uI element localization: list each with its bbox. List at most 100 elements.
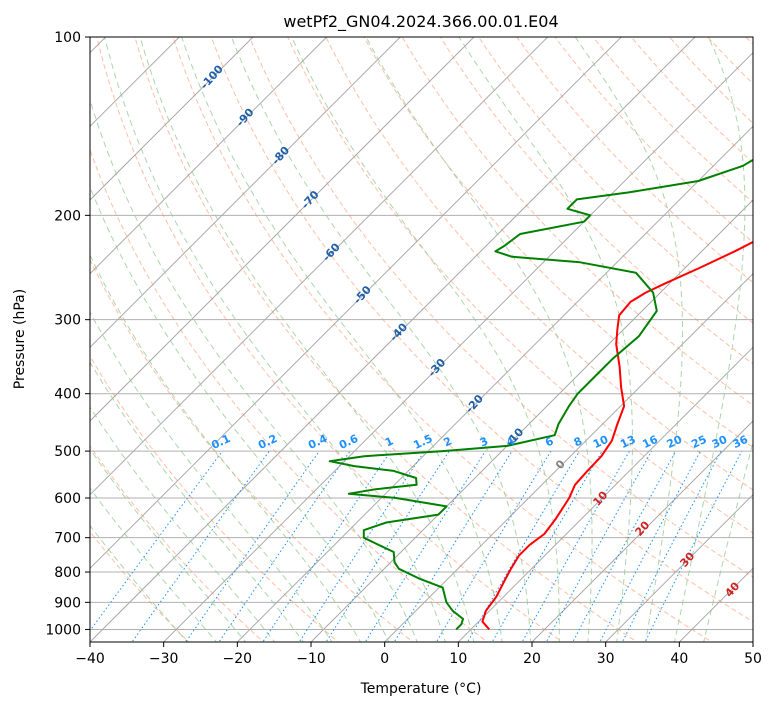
moist-adiabat-label: 10 [590,488,610,508]
isotherm-line [604,493,753,642]
mixing-ratio-label: 0.2 [256,432,279,452]
moist-adiabat-line [90,361,305,642]
moist-adiabat-label: 20 [632,518,652,538]
x-tick-label: −40 [75,651,105,667]
moist-adiabat-line [90,524,188,642]
moist-adiabat-line [181,37,503,642]
isotherm-line [90,37,402,349]
moist-adiabat-line [139,37,475,642]
dry-adiabat-line [134,37,638,642]
dry-adiabat-line [287,37,753,534]
moist-adiabat-line [90,98,418,642]
mixing-ratio-label: 16 [640,433,660,451]
mixing-ratio-label: 20 [665,433,685,451]
moist-adiabat-line [90,406,276,642]
x-tick-label: −10 [296,651,326,667]
isotherm-line [752,641,753,642]
mixing-ratio-line [218,450,351,642]
dry-adiabat-line [771,24,775,645]
mixing-ratio-label: 0.1 [209,432,232,452]
dry-adiabat-label: -20 [463,392,486,416]
mixing-ratio-line [599,450,701,642]
dry-adiabat-line [90,445,265,642]
x-tick-label: 0 [380,651,389,667]
dry-adiabat-line [90,531,190,642]
dry-adiabat-line [172,37,713,642]
isotherm-line [90,37,181,128]
y-tick-label: 900 [54,595,81,611]
plot-area [90,24,775,645]
mixing-ratio-line [644,450,743,642]
moist-adiabat-line [90,311,333,642]
moist-adiabat-line [365,37,593,642]
dry-adiabat-line [592,37,753,203]
x-tick-label: 50 [744,651,762,667]
mixing-ratio-label: 10 [591,433,611,451]
chart-title: wetPf2_GN04.2024.366.00.01.E04 [283,12,558,32]
isotherm-line [90,37,623,570]
x-tick-label: 30 [597,651,615,667]
mixing-ratio-label: 1 [383,434,395,449]
dewpoint-trace [328,158,753,631]
dry-adiabat-line [90,148,489,642]
isotherm-line [457,346,753,642]
y-tick-label: 600 [54,491,81,507]
dry-adiabat-line [363,37,753,448]
mixing-ratio-label: 13 [618,433,637,451]
moist-adiabat-line [703,440,753,642]
mixing-ratio-label: 30 [710,433,730,451]
isotherm-line [236,125,753,642]
dry-adiabat-line [439,37,753,365]
dry-adiabat-line [707,37,753,85]
mixing-ratio-line [185,450,320,642]
moist-adiabat-line [90,487,218,642]
moist-adiabat-line [574,37,683,642]
mixing-ratio-line [131,450,270,642]
dry-adiabat-label: -100 [198,62,226,91]
mixing-ratio-line [572,450,677,642]
y-tick-label: 800 [54,565,81,581]
y-tick-label: 700 [54,531,81,547]
dry-adiabat-line [516,37,753,284]
dry-adiabat-label: -60 [320,240,343,264]
isotherm-line [90,37,475,422]
mixing-ratio-label: 8 [572,434,584,449]
y-axis-label: Pressure (hPa) [12,289,28,389]
moist-adiabat-line [90,253,362,642]
plot-frame [89,36,754,643]
y-tick-label: 500 [54,444,81,460]
mixing-ratio-label: 0.4 [306,432,329,452]
dry-adiabat-line [90,258,414,642]
dry-adiabat-line [401,37,753,406]
x-tick-label: 40 [670,651,688,667]
mixing-ratio-label: 25 [689,433,708,451]
mixing-ratio-line [621,450,722,642]
dry-adiabat-line [630,37,753,164]
dry-adiabat-line [210,37,753,623]
axes: −40 −30 −20 −10 0 10 20 30 40 5010020030040050060… [45,30,762,667]
mixing-ratio-line [364,450,486,642]
dry-adiabat-label: -90 [234,106,257,130]
moist-adiabat-line [90,448,247,642]
mixing-ratio-line [325,450,450,642]
dry-adiabat-line [96,37,564,642]
mixing-ratio-line [90,450,223,632]
y-tick-label: 200 [54,208,81,224]
mixing-ratio-label: 36 [731,433,751,451]
isotherm-line [90,37,549,496]
isotherm-line [162,51,753,642]
moist-adiabat-line [458,37,634,642]
x-tick-label: 20 [523,651,541,667]
dry-adiabat-line [745,37,753,46]
moist-adiabat-line [291,37,560,642]
y-tick-label: 100 [54,30,81,46]
moist-adiabat-line [104,37,447,642]
mixing-ratio-line [393,450,513,642]
isotherm-line [310,199,753,642]
mixing-ratio-line [466,450,580,642]
dry-adiabat-line [325,37,753,491]
dry-adiabat-label: -80 [269,144,292,168]
x-tick-label: −30 [149,651,179,667]
dry-adiabat-label: -50 [351,283,374,307]
dry-adiabat-line [248,37,753,578]
